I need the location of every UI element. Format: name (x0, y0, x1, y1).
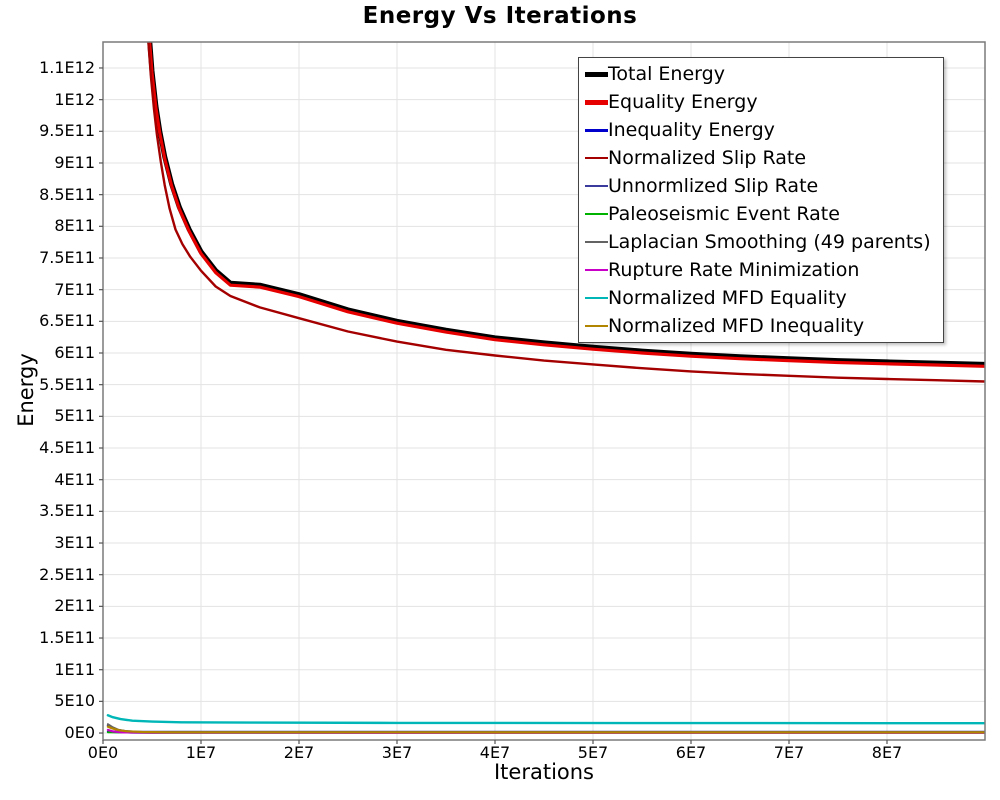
y-tick-label: 1.5E11 (39, 628, 95, 648)
y-tick-label: 2E11 (54, 596, 95, 616)
y-tick-label: 0E0 (64, 723, 95, 743)
x-tick-label: 6E7 (675, 743, 707, 762)
legend-swatch-line (585, 268, 608, 272)
legend-swatch-line (585, 324, 608, 328)
legend-item: Normalized Slip Rate (585, 147, 937, 169)
x-tick-label: 0E0 (87, 743, 119, 762)
y-tick-label: 5.5E11 (39, 374, 95, 394)
legend-item-label: Total Energy (608, 63, 725, 85)
x-axis-title: Iterations (493, 760, 595, 784)
y-tick-label: 2.5E11 (39, 564, 95, 584)
legend-item: Inequality Energy (585, 119, 937, 141)
y-tick-label: 4.5E11 (39, 438, 95, 457)
y-tick-label: 9.5E11 (39, 121, 95, 141)
legend-swatch-line (585, 184, 608, 188)
legend-swatch-line (585, 156, 608, 160)
legend-item-label: Normalized MFD Inequality (608, 315, 865, 337)
x-tick-label: 8E7 (871, 743, 903, 762)
y-tick-label: 7E11 (54, 279, 95, 299)
chart-title: Energy Vs Iterations (362, 3, 638, 29)
legend-item: Equality Energy (585, 91, 937, 113)
y-tick-label: 3.5E11 (39, 501, 95, 521)
legend-item: Total Energy (585, 63, 937, 85)
x-tick-label: 1E7 (185, 743, 217, 762)
legend-item-label: Inequality Energy (608, 119, 775, 141)
series-line (106, 714, 985, 725)
y-tick-label: 3E11 (54, 533, 95, 552)
legend-item-label: Rupture Rate Minimization (608, 259, 860, 281)
legend-swatch-line (585, 240, 608, 244)
y-tick-label: 9E11 (54, 152, 95, 172)
legend-item-label: Paleoseismic Event Rate (608, 203, 840, 225)
legend-item-label: Unnormlized Slip Rate (608, 175, 819, 197)
legend-item-label: Normalized MFD Equality (608, 287, 847, 309)
legend-swatch-line (585, 128, 608, 132)
x-tick-label: 2E7 (283, 743, 315, 762)
series-line (148, 42, 985, 368)
legend-item: Laplacian Smoothing (49 parents) (585, 231, 937, 253)
y-tick-label: 6E11 (54, 342, 95, 362)
y-tick-label: 1E12 (54, 89, 95, 109)
legend-item: Normalized MFD Inequality (585, 315, 937, 337)
legend-swatch-line (585, 99, 608, 105)
y-tick-label: 4E11 (54, 469, 95, 489)
legend-swatch-line (585, 212, 608, 216)
series-line (106, 724, 985, 734)
y-tick-label: 8.5E11 (39, 184, 95, 204)
x-tick-label: 3E7 (381, 743, 413, 762)
y-tick-label: 6.5E11 (39, 311, 95, 331)
legend-item: Unnormlized Slip Rate (585, 175, 937, 197)
legend-swatch-line (585, 71, 608, 77)
plot-border (102, 41, 986, 741)
x-tick-label: 7E7 (773, 743, 805, 762)
y-tick-label: 1.1E12 (39, 57, 95, 77)
y-tick-label: 1E11 (54, 659, 95, 679)
legend-item-label: Normalized Slip Rate (608, 147, 807, 169)
legend-swatch-line (585, 296, 608, 300)
y-tick-label: 8E11 (54, 216, 95, 236)
legend-item-label: Laplacian Smoothing (49 parents) (608, 231, 931, 253)
series-line (106, 725, 985, 734)
legend-item-label: Equality Energy (608, 91, 758, 113)
legend-item: Rupture Rate Minimization (585, 259, 937, 281)
series-line (147, 42, 985, 383)
x-tick-label: 5E7 (577, 743, 609, 762)
y-tick-label: 5E11 (54, 406, 95, 426)
legend-item: Normalized MFD Equality (585, 287, 937, 309)
y-tick-label: 5E10 (54, 691, 95, 711)
legend-box: Total Energy Equality Energy Inequality En… (578, 57, 944, 343)
y-tick-label: 7.5E11 (39, 247, 95, 267)
x-tick-label: 4E7 (479, 743, 511, 762)
legend-item: Paleoseismic Event Rate (585, 203, 937, 225)
